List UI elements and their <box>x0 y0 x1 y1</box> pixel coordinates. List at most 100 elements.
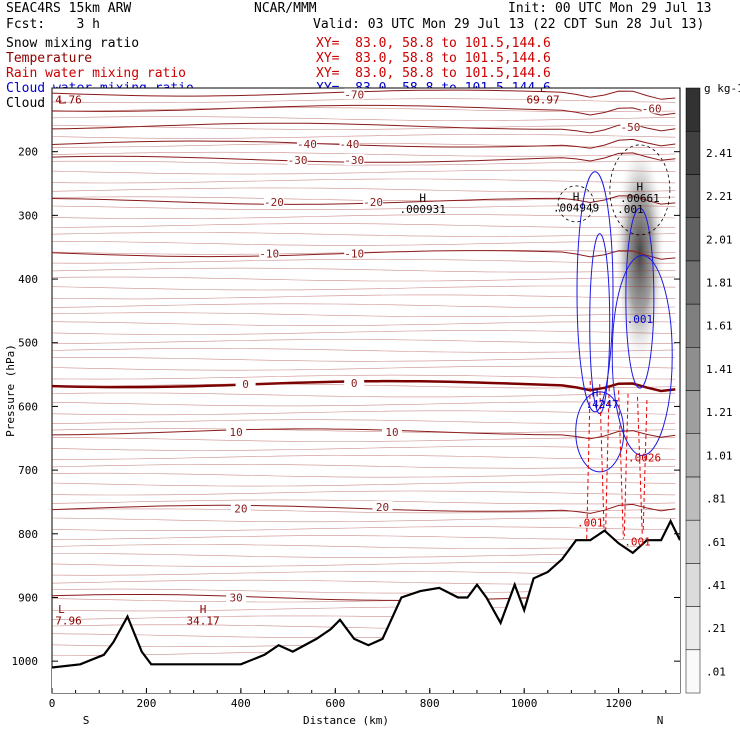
rain-water-contour <box>604 387 610 542</box>
isotherm-minor <box>52 455 676 460</box>
cloud-water-contour <box>625 207 655 389</box>
isotherm-minor <box>52 142 676 148</box>
cloud-water-contour <box>611 254 673 456</box>
label-backing <box>339 138 360 150</box>
colorbar-segment <box>685 563 701 607</box>
isotherm-minor <box>52 526 676 532</box>
colorbar-tick-label: 2.01 <box>706 233 733 246</box>
isotherm-minor <box>52 258 676 264</box>
extremum-label: .4247 <box>586 398 619 411</box>
isotherm-label: 10 <box>385 426 398 439</box>
x-tick-label: 1000 <box>511 697 538 710</box>
label-backing <box>287 153 308 165</box>
y-tick-label: 900 <box>18 591 38 604</box>
isotherm-minor <box>52 232 676 237</box>
isotherm-minor <box>52 374 676 380</box>
isotherm-minor <box>52 365 676 371</box>
init-time: Init: 00 UTC Mon 29 Jul 13 <box>508 1 712 16</box>
colorbar-tick-label: .61 <box>706 536 726 549</box>
isotherm-minor <box>52 472 676 478</box>
isotherm-minor <box>52 348 676 353</box>
colorbar-tick-label: .41 <box>706 579 726 592</box>
y-tick-label: 800 <box>18 528 38 541</box>
isotherm-minor <box>52 169 676 175</box>
center-title: NCAR/MMM <box>254 1 317 16</box>
y-tick-label: 500 <box>18 337 38 350</box>
x-tick-label: 800 <box>420 697 440 710</box>
isotherm-minor <box>52 463 676 469</box>
colorbar-segment <box>685 217 701 262</box>
legend-xy-range: XY= 83.0, 58.8 to 101.5,144.6 <box>316 51 551 66</box>
terrain-line <box>52 518 680 669</box>
colorbar-tick-label: 2.21 <box>706 190 733 203</box>
isotherm--50 <box>52 122 676 134</box>
extremum-label: .0026 <box>628 451 661 464</box>
isotherm-minor <box>52 535 676 540</box>
isotherm-label: 20 <box>234 502 247 515</box>
isotherm-minor <box>52 187 676 193</box>
extremum-label: L <box>540 82 547 95</box>
colorbar-segment <box>685 174 701 218</box>
label-backing <box>263 195 284 207</box>
isotherm-minor <box>52 276 676 282</box>
extremum-label: L <box>58 603 65 616</box>
colorbar-tick-label: 1.41 <box>706 363 733 376</box>
colorbar-segment <box>685 347 701 391</box>
isotherm-label: 30 <box>230 591 243 604</box>
extremum-label: H <box>200 603 207 616</box>
isotherm-minor <box>52 294 676 300</box>
isotherm-minor <box>52 321 676 326</box>
legend-xy-range: XY= 83.0, 58.8 to 101.5,144.6 <box>316 66 551 81</box>
forecast-hour: Fcst: 3 h <box>6 17 100 32</box>
isotherm-minor <box>52 178 676 184</box>
isotherm-label: -40 <box>340 138 360 151</box>
y-tick-label: 600 <box>18 400 38 413</box>
cloud-water-contour <box>576 171 614 413</box>
isotherm-minor <box>52 517 676 523</box>
x-tick-label: 0 <box>49 697 56 710</box>
extremum-label: .001 <box>627 313 654 326</box>
colorbar-segment <box>685 390 701 434</box>
left-title: SEAC4RS 15km ARW <box>6 1 132 16</box>
colorbar-segment <box>685 476 701 521</box>
rain-water-contour <box>618 390 624 539</box>
isotherm-minor <box>52 267 676 273</box>
isotherm-label: -10 <box>344 248 364 261</box>
isotherm-minor <box>52 134 676 139</box>
colorbar-tick-label: 1.21 <box>706 406 733 419</box>
isotherm-label: -70 <box>344 88 364 101</box>
isotherm-minor <box>52 223 676 228</box>
isotherm-label: 20 <box>376 501 389 514</box>
isotherm-minor <box>52 160 676 166</box>
colorbar-segment <box>685 519 701 564</box>
colorbar-tick-label: 1.01 <box>706 449 733 462</box>
extremum-label: 34.17 <box>187 614 220 627</box>
x-tick-label: 400 <box>231 697 251 710</box>
cloud-ice-contour <box>609 144 671 236</box>
south-label: S <box>83 714 90 727</box>
isotherm-label: -20 <box>264 196 284 209</box>
isotherm-minor <box>52 214 676 219</box>
isotherm-minor <box>52 428 676 433</box>
isotherm-minor <box>52 437 676 442</box>
isotherm-minor <box>52 499 676 505</box>
isotherm-minor <box>52 241 676 246</box>
colorbar-tick-label: .81 <box>706 493 726 506</box>
extremum-label: H <box>419 192 426 205</box>
x-tick-label: 200 <box>136 697 156 710</box>
isotherm-minor <box>52 125 676 130</box>
y-tick-label: 700 <box>18 464 38 477</box>
isotherm-label: -30 <box>344 154 364 167</box>
label-backing <box>363 195 384 207</box>
isotherm-minor <box>52 401 676 407</box>
isotherm-minor <box>52 490 676 496</box>
isotherm-label: -30 <box>288 154 308 167</box>
isotherm-minor <box>52 446 676 451</box>
isotherm-minor <box>52 392 676 398</box>
colorbar-segment <box>685 260 701 305</box>
extremum-label: .004949 <box>553 202 599 215</box>
legend-name: Snow mixing ratio <box>6 36 140 51</box>
isotherm-label: -60 <box>642 102 662 115</box>
isotherm-label: -10 <box>259 248 279 261</box>
